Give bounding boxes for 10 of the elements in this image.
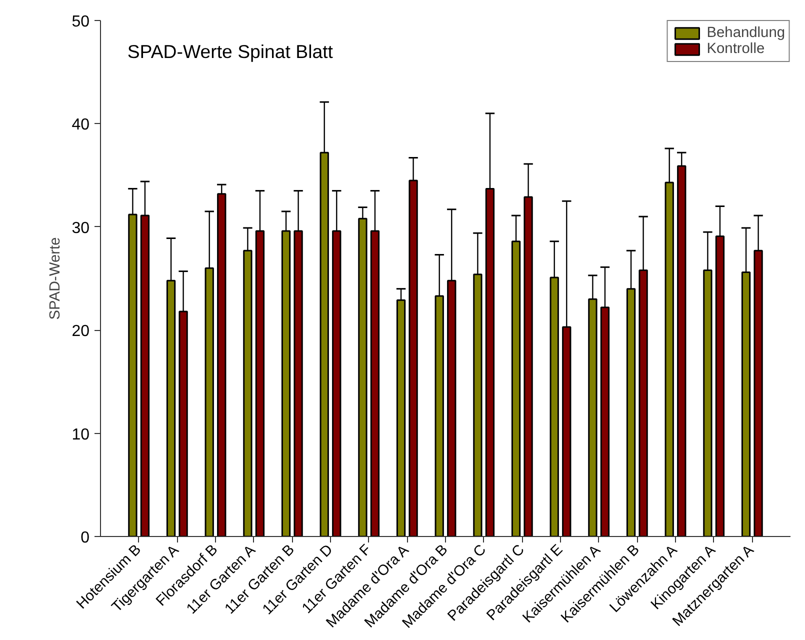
- text: SPAD-Werte Spinat Blatt: [127, 41, 334, 62]
- legend-label: Kontrolle: [706, 41, 765, 57]
- y-tick-label: 40: [72, 116, 90, 134]
- y-tick-label: 30: [72, 220, 90, 237]
- y-tick-label: 10: [72, 426, 90, 444]
- legend-label: Behandlung: [706, 25, 785, 41]
- y-tick-label: 0: [80, 530, 90, 546]
- y-tick-label: 50: [72, 14, 90, 30]
- y-tick-label: 20: [72, 323, 90, 340]
- y-axis-title: SPAD-Werte: [48, 237, 64, 320]
